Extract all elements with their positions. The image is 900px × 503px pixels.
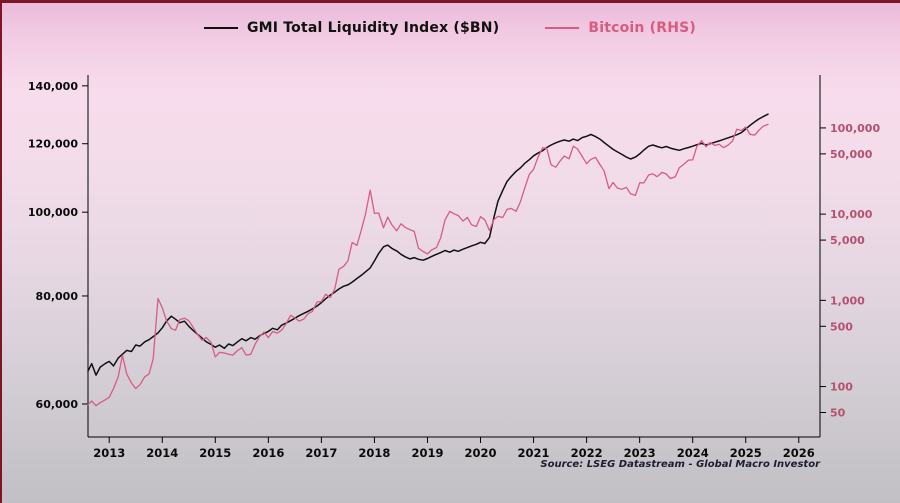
x-axis-tick-label: 2024 (677, 446, 709, 460)
right-axis-tick-label: 10,000 (830, 208, 873, 221)
legend-label-gmi: GMI Total Liquidity Index ($BN) (246, 20, 500, 36)
gmi-line-swatch (203, 27, 238, 29)
right-axis-tick-label: 100,000 (830, 122, 880, 135)
left-axis-tick-label: 100,000 (28, 206, 78, 219)
gmi-line-series (87, 113, 769, 376)
x-axis-tick-label: 2018 (358, 446, 390, 460)
x-axis-tick-label: 2021 (518, 446, 550, 460)
x-axis-tick-label: 2020 (465, 446, 497, 460)
x-axis-tick-label: 2026 (783, 446, 815, 460)
x-axis-tick-label: 2015 (199, 446, 231, 460)
right-axis-tick-label: 50 (830, 407, 846, 420)
left-axis-tick-label: 80,000 (36, 290, 79, 303)
right-axis-tick-label: 5,000 (830, 234, 865, 247)
legend-item-gmi: GMI Total Liquidity Index ($BN) (203, 20, 500, 36)
slide-border-top (0, 0, 900, 3)
x-axis-tick-label: 2023 (624, 446, 656, 460)
bitcoin-line-swatch (545, 27, 580, 29)
legend-label-bitcoin: Bitcoin (RHS) (588, 20, 697, 36)
chart-legend: GMI Total Liquidity Index ($BN) Bitcoin … (0, 20, 900, 36)
left-axis-tick-label: 60,000 (36, 398, 79, 411)
right-axis-tick-label: 500 (830, 320, 853, 333)
x-axis-tick-label: 2014 (146, 446, 178, 460)
x-axis-tick-label: 2025 (730, 446, 762, 460)
left-axis: 60,000 80,000 100,000 120,000 140,000 (28, 80, 88, 411)
x-axis: 2013 2014 2015 2016 2017 2018 2019 2020 2021 2022… (93, 437, 815, 460)
right-axis-tick-label: 100 (830, 381, 853, 394)
right-axis-tick-label: 50,000 (830, 148, 873, 161)
x-axis-tick-label: 2016 (252, 446, 284, 460)
source-credit: Source: LSEG Datastream - Global Macro I… (540, 459, 820, 470)
x-axis-tick-label: 2019 (411, 446, 443, 460)
left-axis-tick-label: 140,000 (28, 80, 78, 93)
x-axis-tick-label: 2013 (93, 446, 125, 460)
bitcoin-line-series (87, 123, 769, 407)
left-axis-tick-label: 120,000 (28, 138, 78, 151)
series-group (87, 113, 769, 407)
right-axis: 50 100 500 1,000 5,000 10,000 50,000 100,000 (820, 122, 880, 420)
x-axis-tick-label: 2022 (571, 446, 603, 460)
axis-frame (87, 75, 821, 438)
legend-item-bitcoin: Bitcoin (RHS) (545, 20, 696, 36)
right-axis-tick-label: 1,000 (830, 294, 865, 307)
slide-border-left (0, 0, 2, 503)
x-axis-tick-label: 2017 (305, 446, 337, 460)
